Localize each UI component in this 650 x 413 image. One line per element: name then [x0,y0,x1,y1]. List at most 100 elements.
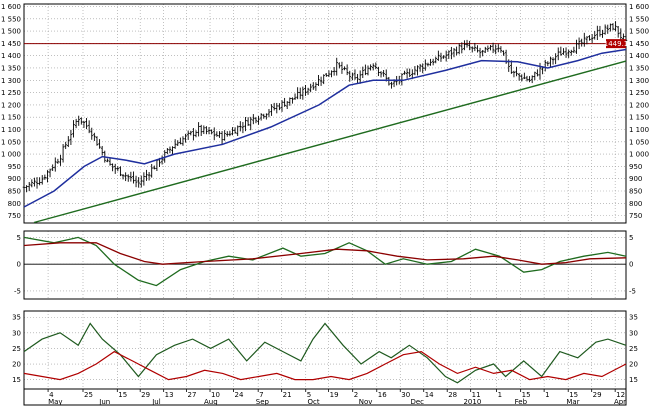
x-tick-label-day: 1 [498,391,502,399]
x-tick-label-day: 29 [593,391,602,399]
x-tick-label-day: 16 [378,391,387,399]
y-tick-label-left: 1 250 [1,89,21,97]
y-tick-label-right: 0 [629,261,633,269]
x-tick-label-day: 2 [354,391,358,399]
y-tick-label-right: 25 [629,345,638,353]
y-tick-label-left: 1 500 [1,28,21,36]
panel-frame [23,230,627,300]
y-tick-label-right: 850 [629,188,642,196]
y-tick-label-right: 1 100 [629,126,649,134]
x-tick-label-day: 25 [84,391,93,399]
y-tick-label-left: 1 450 [1,40,21,48]
y-tick-label-right: 1 450 [629,40,649,48]
y-tick-label-right: 1 550 [629,15,649,23]
y-tick-label-left: 1 300 [1,77,21,85]
y-tick-label-left: 5 [17,234,21,242]
adx-lower-line [23,350,627,381]
y-tick-label-right: 1 350 [629,64,649,72]
y-tick-label-left: 800 [8,200,21,208]
y-tick-label-right: 1 300 [629,77,649,85]
y-tick-label-left: 1 100 [1,126,21,134]
x-tick-label-day: 11 [472,391,481,399]
y-tick-label-left: 1 350 [1,64,21,72]
y-tick-label-right: 950 [629,163,642,171]
y-tick-label-left: 30 [12,329,21,337]
y-tick-label-left: 950 [8,163,21,171]
y-tick-label-left: 0 [17,261,21,269]
y-tick-label-right: 30 [629,329,638,337]
x-tick-label-month: Feb [515,398,528,406]
panel-frame [23,3,627,224]
x-tick-label-day: 5 [307,391,311,399]
x-tick-label-day: 21 [283,391,292,399]
y-tick-label-left: 1 550 [1,15,21,23]
x-tick-label-day: 15 [522,391,531,399]
y-tick-label-left: 1 050 [1,138,21,146]
y-tick-label-right: 1 400 [629,52,649,60]
trendline [33,60,627,224]
x-tick-label-month: Sep [256,398,270,406]
y-tick-label-right: 1 500 [629,28,649,36]
y-tick-label-left: 25 [12,345,21,353]
x-tick-label-day: 1 [545,391,549,399]
x-tick-label-month: Oct [308,398,320,406]
y-tick-label-left: 1 600 [1,3,21,11]
signal-line [23,242,627,265]
x-tick-label-day: 14 [425,391,434,399]
x-tick-label-day: 4 [49,391,54,399]
y-tick-label-left: 20 [12,361,21,369]
y-tick-label-right: 1 150 [629,114,649,122]
y-tick-label-left: 1 400 [1,52,21,60]
y-tick-label-left: 15 [12,376,21,384]
y-tick-label-right: 5 [629,234,633,242]
x-tick-label-month: 2010 [463,398,481,406]
x-tick-label-day: 30 [401,391,410,399]
y-tick-label-left: 850 [8,188,21,196]
y-tick-label-left: 1 150 [1,114,21,122]
x-tick-label-month: Jun [98,398,110,406]
x-tick-label-month: Mar [566,398,579,406]
y-tick-label-left: 750 [8,212,21,220]
x-tick-label-day: 19 [330,391,339,399]
x-tick-label-month: Apr [614,398,626,406]
y-tick-label-right: 35 [629,314,638,322]
macd-line [23,236,627,287]
y-tick-label-right: -5 [629,287,636,295]
x-tick-label-day: 29 [141,391,150,399]
x-tick-label-month: Jul [151,398,161,406]
y-tick-label-right: 900 [629,175,642,183]
x-tick-label-day: 12 [616,391,625,399]
y-tick-label-right: 1 600 [629,3,649,11]
x-tick-label-day: 27 [188,391,197,399]
y-tick-label-left: -5 [14,287,21,295]
x-tick-label-month: Aug [204,398,218,406]
x-tick-label-day: 10 [211,391,220,399]
last-price-marker [606,39,626,49]
x-tick-label-month: Nov [359,398,373,406]
y-tick-label-right: 20 [629,361,638,369]
moving-average-line [23,48,627,208]
y-tick-label-right: 1 200 [629,101,649,109]
x-tick-label-month: May [48,398,62,406]
x-axis-frame [23,388,627,406]
x-tick-label-day: 13 [165,391,174,399]
y-tick-label-right: 800 [629,200,642,208]
y-tick-label-right: 1 050 [629,138,649,146]
y-tick-label-left: 1 000 [1,151,21,159]
y-tick-label-left: 35 [12,314,21,322]
x-tick-label-day: 15 [118,391,127,399]
x-tick-label-day: 28 [448,391,457,399]
last-price-label: 1449.1 [604,40,629,48]
y-tick-label-left: 1 200 [1,101,21,109]
y-tick-label-right: 750 [629,212,642,220]
x-tick-label-day: 7 [259,391,263,399]
y-tick-label-left: 900 [8,175,21,183]
x-tick-label-month: Dec [410,398,424,406]
y-tick-label-right: 1 000 [629,151,649,159]
x-tick-label-day: 24 [234,391,243,399]
x-tick-label-day: 15 [569,391,578,399]
y-tick-label-right: 15 [629,376,638,384]
y-tick-label-right: 1 250 [629,89,649,97]
